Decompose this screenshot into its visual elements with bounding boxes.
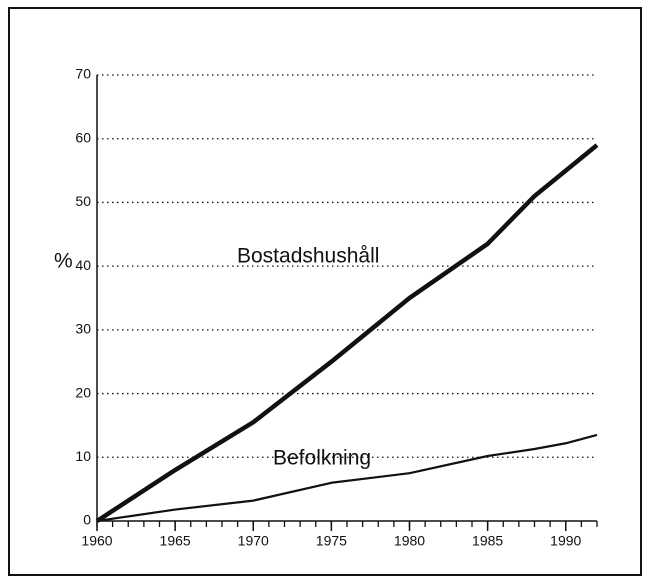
y-tick-label: 70 <box>75 66 91 82</box>
x-tick-label: 1965 <box>160 533 191 549</box>
x-tick-label: 1990 <box>550 533 581 549</box>
series-label: Befolkning <box>273 447 371 470</box>
x-tick-label: 1985 <box>472 533 503 549</box>
y-tick-label: 10 <box>75 448 91 464</box>
y-tick-label: 20 <box>75 384 91 400</box>
frame <box>8 7 642 576</box>
series-label: Bostadshushåll <box>237 245 379 268</box>
y-tick-label: 50 <box>75 193 91 209</box>
y-tick-label: 60 <box>75 129 91 145</box>
y-tick-label: 0 <box>83 512 91 528</box>
y-tick-label: 40 <box>75 257 91 273</box>
x-tick-label: 1975 <box>316 533 347 549</box>
series-line <box>96 433 598 523</box>
x-tick-label: 1980 <box>394 533 425 549</box>
x-tick-label: 1960 <box>81 533 112 549</box>
y-tick-label: 30 <box>75 321 91 337</box>
y-axis-label: % <box>54 250 73 273</box>
series-line <box>95 143 599 523</box>
x-tick-label: 1970 <box>238 533 269 549</box>
